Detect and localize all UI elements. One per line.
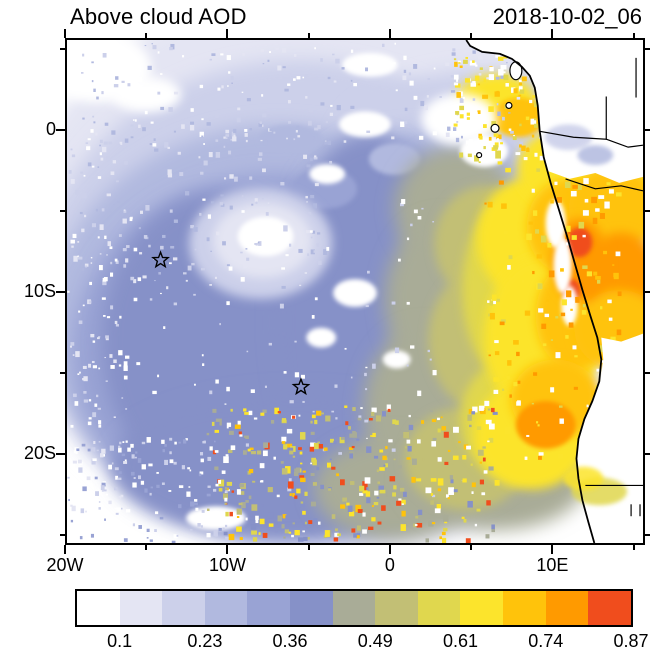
colorbar-cell	[375, 591, 418, 625]
chart-timestamp: 2018-10-02_06	[492, 4, 642, 29]
x-tick-major	[388, 29, 391, 38]
y-axis-label: 10S	[23, 281, 56, 302]
island-outline	[505, 101, 513, 110]
y-axis-label: 20S	[23, 443, 56, 464]
marker-layer	[151, 250, 311, 396]
colorbar-cell	[77, 591, 120, 625]
x-tick-major	[551, 545, 554, 554]
land-layer	[465, 40, 643, 543]
colorbar-cell	[417, 591, 461, 625]
y-tick-minor	[645, 372, 650, 375]
colorbar-cell	[119, 591, 163, 625]
colorbar: 0.1 0.23 0.36 0.49 0.61 0.74 0.87	[75, 589, 649, 661]
colorbar-cell	[503, 591, 546, 625]
colorbar-cell	[332, 591, 376, 625]
y-tick-major	[645, 129, 650, 132]
map-plot	[65, 38, 645, 545]
y-tick-minor	[645, 210, 650, 213]
colorbar-label: 0.36	[272, 631, 308, 651]
y-tick-major	[645, 291, 650, 294]
colorbar-cell	[247, 591, 291, 625]
y-tick-minor	[60, 534, 65, 537]
x-axis-label: 20W	[46, 555, 84, 575]
colorbar-label: 0.49	[357, 631, 393, 651]
y-tick-major	[645, 453, 650, 456]
x-tick-major	[551, 29, 554, 38]
x-tick-minor	[632, 33, 635, 38]
colorbar-label: 0.23	[187, 631, 223, 651]
x-tick-major	[64, 29, 66, 38]
star-marker	[291, 377, 311, 396]
colorbar-cell	[162, 591, 205, 625]
aod-field	[67, 40, 643, 543]
y-tick-minor	[60, 210, 65, 213]
y-tick-major	[56, 453, 65, 456]
y-tick-minor	[645, 48, 650, 51]
x-tick-minor	[470, 33, 473, 38]
x-tick-minor	[145, 33, 148, 38]
y-tick-minor	[60, 372, 65, 375]
star-marker	[151, 250, 170, 269]
x-axis-label: 10W	[208, 555, 246, 575]
country-border	[565, 178, 643, 192]
x-tick-minor	[307, 33, 310, 38]
chart-title: Above cloud AOD	[70, 4, 247, 29]
x-tick-minor	[145, 545, 148, 550]
x-axis-label: 10E	[536, 555, 569, 575]
colorbar-cell	[588, 591, 631, 625]
aod-map	[67, 40, 643, 543]
x-tick-major	[226, 29, 229, 38]
y-axis-label: 0	[45, 119, 56, 140]
x-tick-minor	[632, 545, 635, 550]
island-outline	[476, 152, 483, 159]
country-border	[606, 138, 643, 148]
colorbar-cell	[545, 591, 589, 625]
x-tick-major	[388, 545, 391, 554]
y-tick-major	[56, 291, 65, 294]
colorbar-scale	[75, 589, 633, 627]
x-tick-major	[226, 545, 229, 554]
coastline	[465, 40, 603, 543]
colorbar-cell	[204, 591, 248, 625]
colorbar-label: 0.74	[528, 631, 564, 651]
colorbar-cell	[460, 591, 504, 625]
colorbar-label: 0.1	[107, 631, 133, 651]
y-tick-minor	[645, 534, 650, 537]
x-axis-label: 0	[384, 555, 395, 575]
x-tick-minor	[307, 545, 310, 550]
x-tick-major	[64, 545, 66, 554]
colorbar-cell	[290, 591, 333, 625]
colorbar-label: 0.87	[613, 631, 649, 651]
island-outline	[490, 123, 500, 133]
country-border	[539, 96, 607, 140]
y-tick-minor	[60, 48, 65, 51]
colorbar-label: 0.61	[443, 631, 479, 651]
x-tick-minor	[470, 545, 473, 550]
y-tick-major	[56, 129, 65, 132]
